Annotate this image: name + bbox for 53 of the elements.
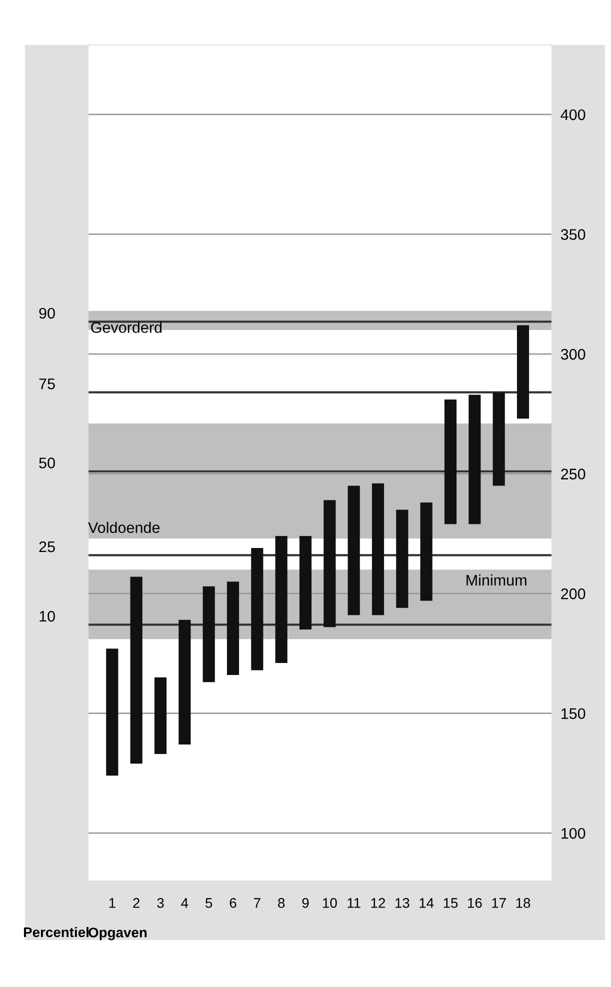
bar: [348, 486, 360, 616]
bar: [420, 502, 432, 601]
x-tick-label: 13: [396, 898, 410, 908]
bar: [275, 536, 288, 664]
x-tick-label: 5: [206, 898, 212, 908]
band-label: Voldoende: [88, 522, 160, 534]
x-tick-label: 10: [323, 898, 337, 908]
bar: [106, 648, 118, 776]
bar: [154, 677, 167, 754]
y-tick-label: 300: [560, 348, 586, 360]
x-tick-label: 16: [468, 898, 482, 908]
bar: [226, 582, 240, 675]
bar: [492, 392, 505, 486]
band-label: Gevorderd: [91, 322, 162, 333]
bar: [324, 500, 336, 628]
y-tick-label: 200: [561, 588, 586, 600]
bar: [130, 576, 142, 764]
bar: [468, 394, 481, 524]
x-tick-label: 14: [420, 898, 434, 908]
bar: [372, 483, 384, 616]
bar: [444, 400, 457, 524]
y-tick-label: 150: [562, 708, 586, 720]
x-tick-label: 4: [181, 898, 188, 908]
text: 50: [39, 458, 55, 468]
x-tick-label: 3: [157, 898, 164, 908]
x-tick-label: 8: [278, 898, 285, 908]
bar: [299, 536, 312, 630]
y-tick-label: 250: [561, 468, 586, 480]
bar: [516, 325, 530, 419]
x-tick-label: 12: [371, 898, 386, 908]
x-tick-label: 15: [444, 898, 458, 908]
bar: [202, 586, 215, 682]
x-tick-label: 11: [348, 898, 360, 908]
text: 90: [39, 308, 55, 319]
x-axis-title: Opgaven: [88, 928, 147, 940]
text: 75: [39, 378, 55, 390]
x-tick-label: 1: [109, 898, 116, 908]
x-tick-label: 9: [302, 898, 309, 908]
x-tick-label: 18: [516, 898, 530, 908]
x-tick-label: 7: [254, 898, 260, 908]
y-tick-label: 100: [562, 828, 586, 839]
text: 10: [40, 610, 55, 622]
x-tick-label: 2: [133, 898, 140, 908]
x-tick-label: 17: [492, 898, 506, 908]
bar: [396, 510, 408, 608]
y-axis-title: Percentiel: [24, 926, 88, 938]
bar: [178, 620, 191, 744]
y-tick-label: 350: [560, 229, 586, 240]
x-tick-label: 6: [230, 898, 236, 908]
bar: [251, 548, 264, 670]
band-label: Minimum: [466, 574, 526, 586]
text: 25: [39, 541, 55, 552]
y-tick-label: 400: [560, 109, 586, 120]
